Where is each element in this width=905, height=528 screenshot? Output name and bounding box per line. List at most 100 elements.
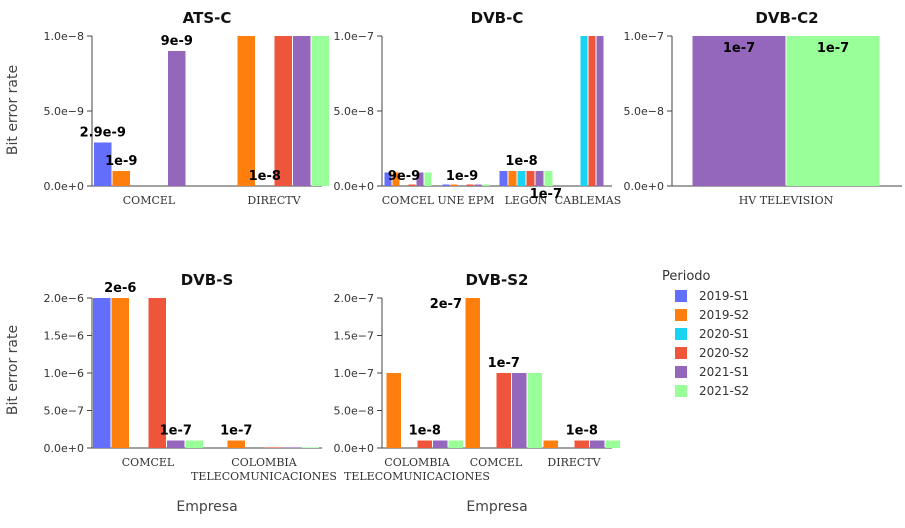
x-tick-label: HV TELEVISION bbox=[739, 194, 834, 207]
legend-item-label[interactable]: 2021-S2 bbox=[699, 384, 749, 398]
bar-2020-s2 bbox=[526, 171, 535, 186]
data-label: 1e-9 bbox=[446, 169, 478, 184]
panel-dvb-c2: DVB-C2 0.0e+0 5.0e−8 1.0e−7 HV TELEVISION 1e-… bbox=[624, 9, 902, 207]
data-label: 1e-8 bbox=[566, 424, 598, 439]
y-tick-label: 1.5e−6 bbox=[44, 330, 84, 343]
bar-2021-s1 bbox=[474, 184, 482, 186]
bar-2021-s2 bbox=[311, 36, 329, 186]
legend-item-label[interactable]: 2020-S2 bbox=[699, 346, 749, 360]
y-tick-label: 2.0e−7 bbox=[334, 292, 374, 305]
y-tick-label: 5.0e−8 bbox=[624, 105, 664, 118]
y-tick-label: 1.0e−8 bbox=[44, 30, 84, 43]
y-tick-label: 5.0e−8 bbox=[334, 405, 374, 418]
legend-item-label[interactable]: 2019-S1 bbox=[699, 289, 749, 303]
bar-2019-s2 bbox=[386, 373, 401, 448]
data-label: 1e-7 bbox=[723, 41, 755, 56]
legend-item-label[interactable]: 2021-S1 bbox=[699, 365, 749, 379]
legend-swatch-2021-s1[interactable] bbox=[675, 366, 687, 378]
legend-item-label[interactable]: 2019-S2 bbox=[699, 308, 749, 322]
bar-2019-s2 bbox=[543, 440, 558, 448]
x-axis-title-left: Empresa bbox=[176, 499, 237, 515]
legend-item-label[interactable]: 2020-S1 bbox=[699, 327, 749, 341]
bar-2019-s2 bbox=[227, 440, 245, 448]
x-tick-label: LEGON bbox=[505, 194, 548, 207]
x-tick-label: TELECOMUNICACIONES bbox=[191, 470, 337, 483]
panel-title: DVB-C2 bbox=[755, 9, 818, 27]
x-tick-label: COMCEL bbox=[470, 456, 523, 469]
x-tick-label: CABLEMAS bbox=[555, 194, 622, 207]
y-tick-label: 1.0e−7 bbox=[334, 367, 374, 380]
panel-dvb-c: DVB-C 0.0e+0 5.0e−8 1.0e−7 COMCEL UNE EPM LEGO… bbox=[334, 9, 622, 207]
bar-2021-s1 bbox=[590, 440, 605, 448]
bar-2021-s1 bbox=[168, 51, 186, 186]
data-label: 1e-7 bbox=[220, 424, 252, 439]
bar-2020-s1 bbox=[517, 171, 526, 186]
y-tick-label: 0.0e+0 bbox=[44, 442, 84, 455]
panel-ats-c: ATS-C 0.0e+0 5.0e−9 1.0e−8 COMCEL DIRECTV 2.9e… bbox=[44, 9, 329, 207]
y-tick-label: 0.0e+0 bbox=[334, 442, 374, 455]
data-label: 2e-6 bbox=[104, 281, 136, 296]
bar-2021-s1 bbox=[692, 36, 786, 186]
y-tick-label: 0.0e+0 bbox=[44, 180, 84, 193]
bar-2020-s2 bbox=[417, 440, 432, 448]
bar-2021-s2 bbox=[605, 440, 620, 448]
x-tick-label: TELECOMUNICACIONES bbox=[344, 470, 490, 483]
bar-2020-s2 bbox=[466, 184, 474, 186]
bar-2019-s2 bbox=[508, 171, 517, 186]
bar-2021-s1 bbox=[535, 171, 544, 186]
x-tick-label: DIRECTV bbox=[247, 194, 301, 207]
bar-2021-s2 bbox=[301, 447, 319, 448]
bar-2020-s2 bbox=[274, 36, 292, 186]
bar-2021-s2 bbox=[448, 440, 463, 448]
bar-2019-s2 bbox=[465, 298, 480, 448]
bar-2021-s1 bbox=[596, 36, 604, 186]
bar-2021-s2 bbox=[786, 36, 880, 186]
y-tick-label: 5.0e−9 bbox=[44, 105, 84, 118]
x-tick-label: UNE EPM bbox=[437, 194, 494, 207]
bar-2019-s2 bbox=[392, 172, 400, 186]
data-label: 1e-7 bbox=[530, 187, 562, 202]
bar-2021-s1 bbox=[293, 36, 311, 186]
legend-swatch-2021-s2[interactable] bbox=[675, 385, 687, 397]
legend-swatch-2020-s2[interactable] bbox=[675, 347, 687, 359]
panel-dvb-s2: DVB-S2 0.0e+0 5.0e−8 1.0e−7 1.5e−7 2.0e−7 COLO… bbox=[334, 271, 620, 483]
y-tick-label: 0.0e+0 bbox=[624, 180, 664, 193]
data-label: 1e-8 bbox=[409, 424, 441, 439]
x-tick-label: COMCEL bbox=[382, 194, 435, 207]
legend: Periodo 2019-S1 2019-S2 2020-S1 2020-S2 2021… bbox=[662, 269, 749, 398]
data-label: 2e-7 bbox=[430, 297, 462, 312]
legend-swatch-2019-s1[interactable] bbox=[675, 290, 687, 302]
data-label: 9e-9 bbox=[161, 34, 193, 49]
data-label: 1e-7 bbox=[817, 41, 849, 56]
x-tick-label: COLOMBIA bbox=[384, 456, 450, 469]
y-tick-label: 1.0e−7 bbox=[624, 30, 664, 43]
bar-2020-s2 bbox=[148, 298, 166, 448]
bar-2019-s2 bbox=[237, 36, 255, 186]
bar-2021-s2 bbox=[185, 440, 203, 448]
x-axis-title-right: Empresa bbox=[466, 499, 527, 515]
bar-2021-s1 bbox=[416, 172, 424, 186]
data-label: 1e-7 bbox=[488, 356, 520, 371]
data-label: 1e-8 bbox=[249, 169, 281, 184]
y-tick-label: 1.0e−7 bbox=[334, 30, 374, 43]
legend-swatch-2019-s2[interactable] bbox=[675, 309, 687, 321]
bar-2020-s2 bbox=[496, 373, 511, 448]
bar-2019-s2 bbox=[111, 298, 129, 448]
bar-2019-s1 bbox=[384, 172, 392, 186]
panel-title: DVB-C bbox=[471, 9, 524, 27]
y-tick-label: 5.0e−7 bbox=[44, 405, 84, 418]
bar-2021-s2 bbox=[527, 373, 542, 448]
bar-2019-s2 bbox=[112, 171, 130, 186]
bar-2021-s2 bbox=[544, 171, 553, 186]
x-tick-label: COMCEL bbox=[123, 194, 176, 207]
y-tick-label: 1.0e−6 bbox=[44, 367, 84, 380]
bar-2020-s2 bbox=[264, 447, 282, 448]
bar-2019-s1 bbox=[93, 298, 111, 448]
bar-2020-s1 bbox=[580, 36, 588, 186]
legend-swatch-2020-s1[interactable] bbox=[675, 328, 687, 340]
bar-2021-s1 bbox=[433, 440, 448, 448]
bar-2019-s1 bbox=[442, 184, 450, 186]
bar-2019-s2 bbox=[450, 184, 458, 186]
y-tick-label: 0.0e+0 bbox=[334, 180, 374, 193]
